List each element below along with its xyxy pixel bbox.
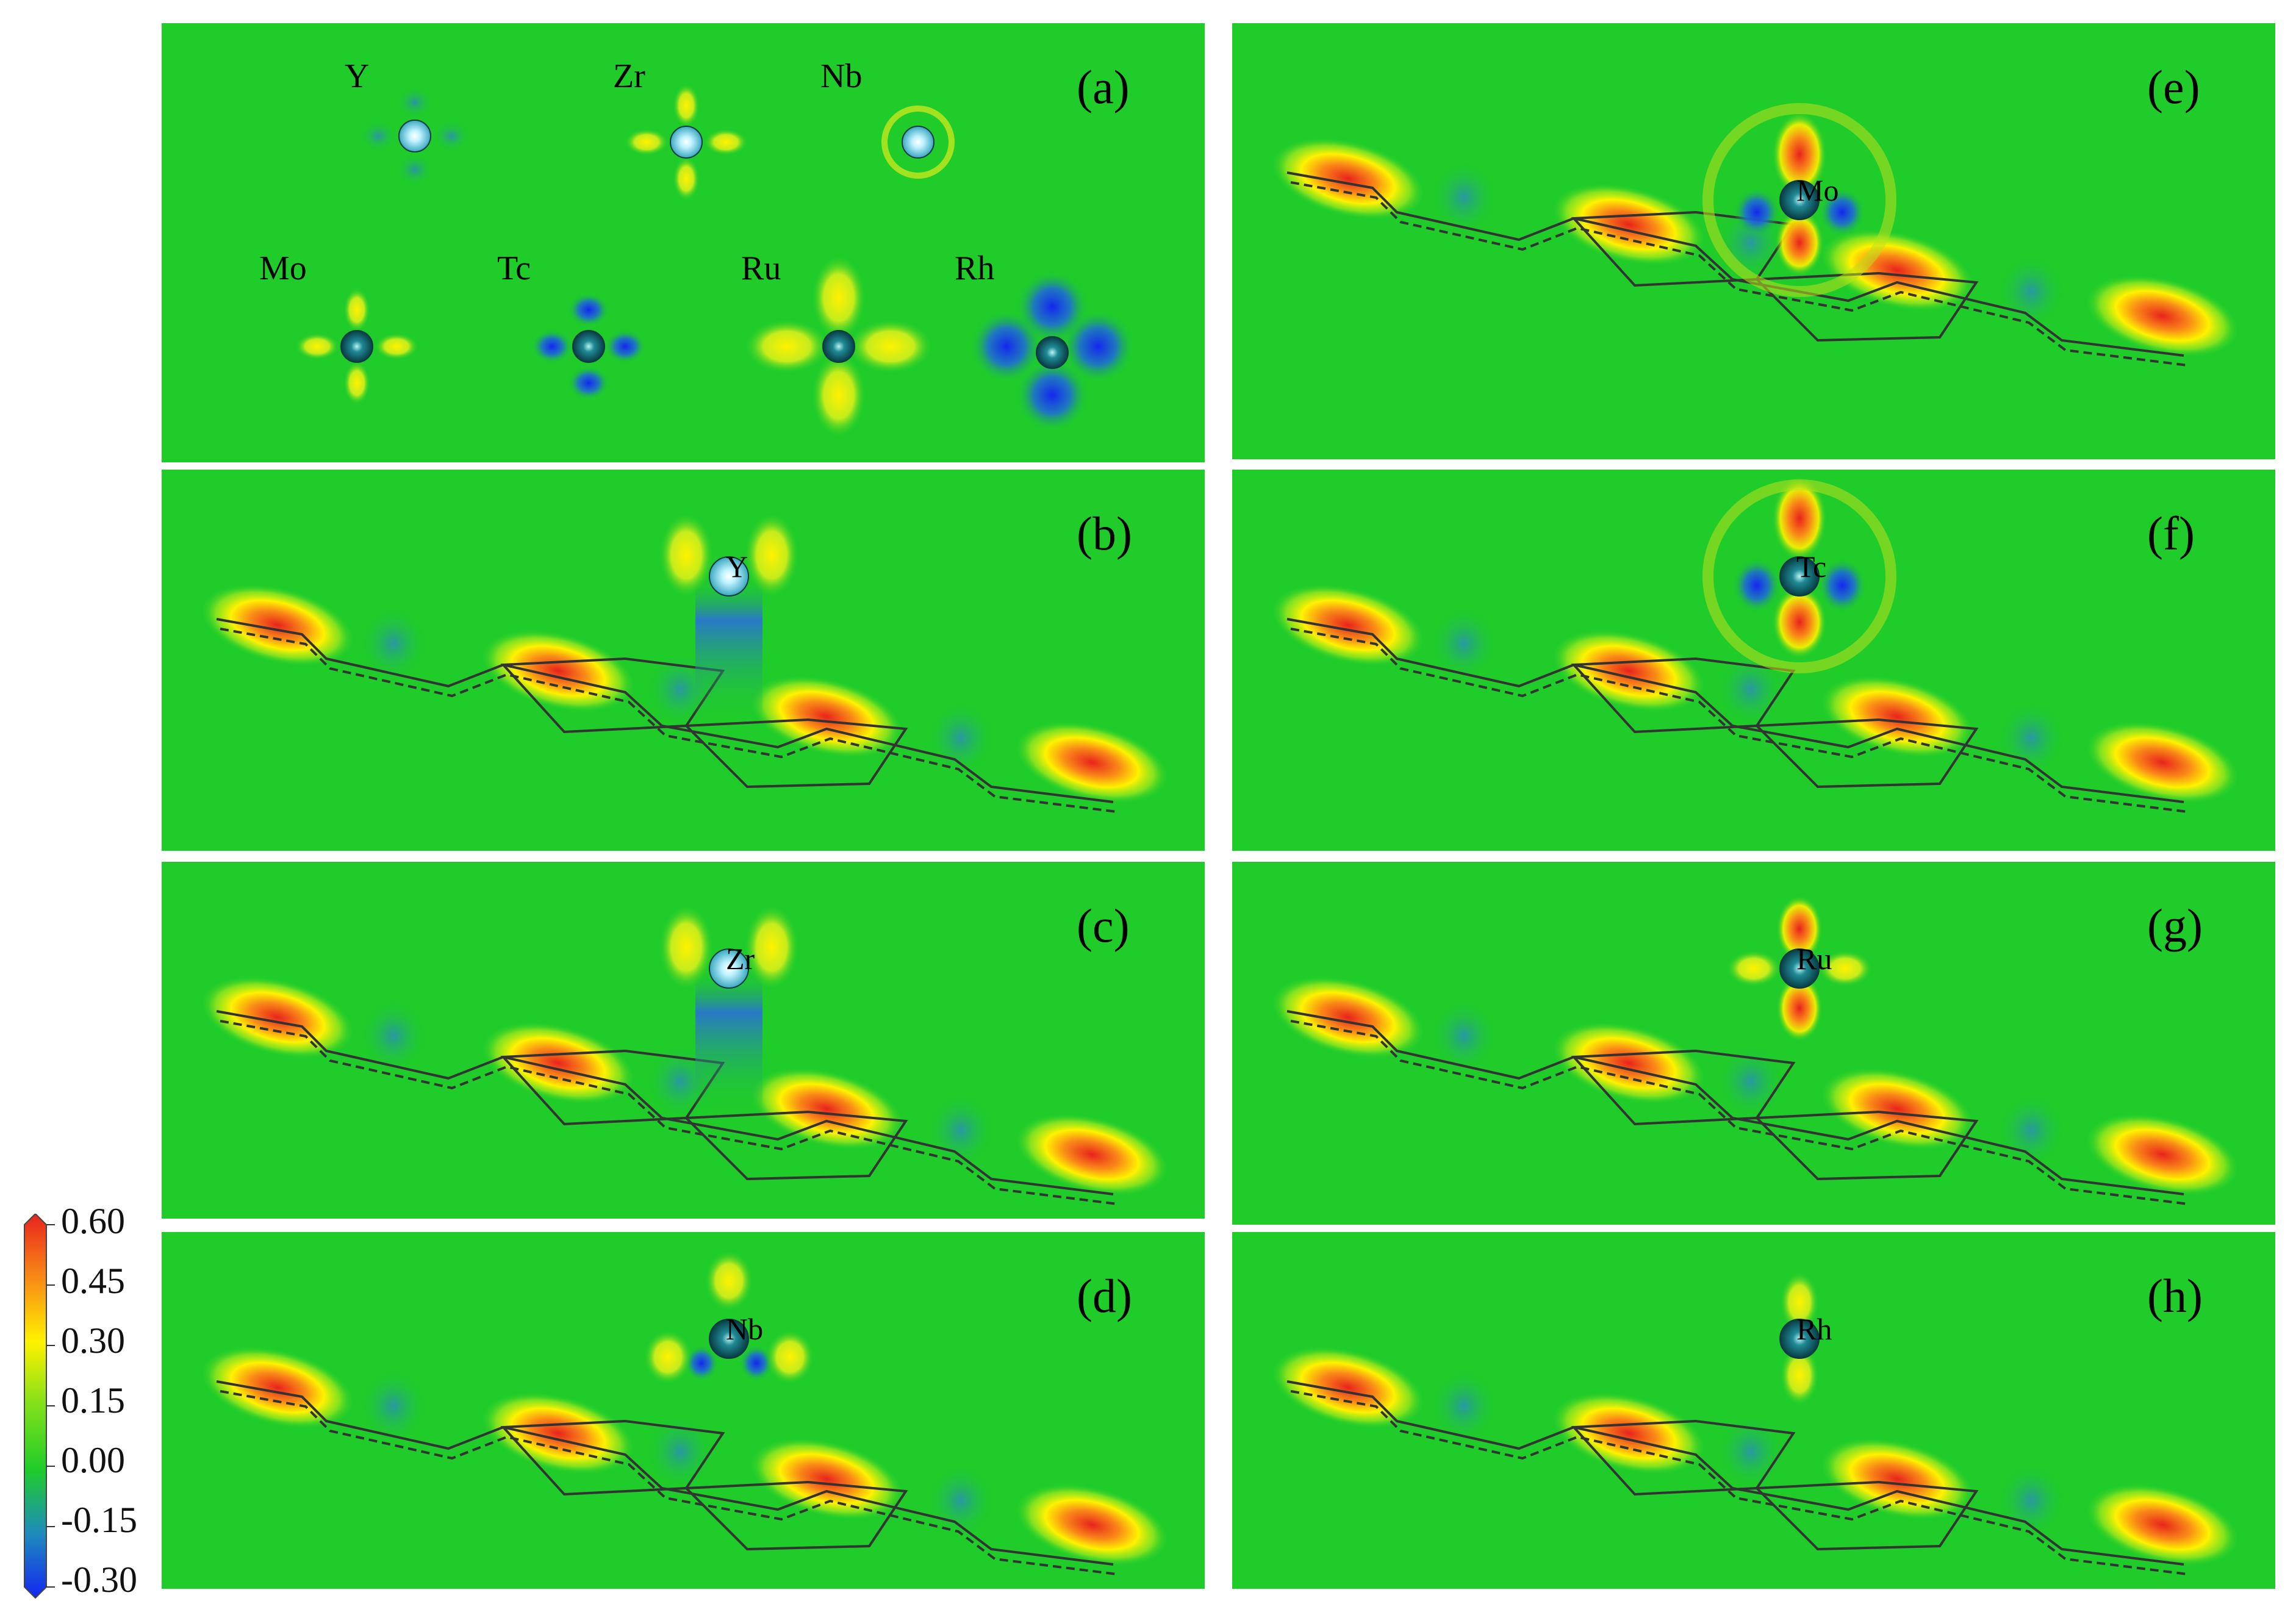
panel-b: (b) Y: [162, 470, 1205, 851]
atom-label: Y: [345, 57, 370, 95]
metal-label: Ru: [1796, 942, 1832, 976]
panel-h-plot: [1270, 1272, 2240, 1575]
panel-d: (d) Nb: [162, 1232, 1205, 1589]
atom-label: Mo: [259, 249, 307, 287]
metal-label: Mo: [1796, 173, 1839, 207]
panel-b-plot: [199, 512, 1170, 813]
metal-label: Zr: [726, 942, 755, 976]
panel-label: (c): [1077, 899, 1130, 952]
panel-label: (f): [2147, 507, 2195, 560]
panel-c: (c) Zr: [162, 862, 1205, 1219]
panel-f-plot: [1270, 476, 2240, 813]
panel-h: (h) Rh: [1232, 1232, 2275, 1589]
atom-label: Ru: [741, 249, 781, 287]
panel-e-plot: [1270, 103, 2240, 367]
panel-label: (h): [2147, 1269, 2203, 1322]
panel-g-plot: [1270, 895, 2240, 1205]
colorbar-tick: 0.60: [61, 1201, 125, 1241]
panel-a: (a) Y Zr Nb Mo Tc Ru Rh: [162, 23, 1205, 462]
atom-label: Nb: [820, 57, 863, 95]
panel-d-plot: [199, 1250, 1170, 1575]
panel-g: (g) Ru: [1232, 862, 2275, 1225]
colorbar-tick: -0.15: [61, 1500, 137, 1540]
metal-label: Rh: [1796, 1312, 1832, 1346]
panel-e: (e) Mo: [1232, 23, 2275, 459]
colorbar-tick: 0.45: [61, 1261, 125, 1301]
panel-a-plot: [295, 84, 1135, 438]
colorbar-tick: -0.30: [61, 1560, 137, 1600]
panel-c-plot: [199, 905, 1170, 1205]
colorbar-tick: 0.30: [61, 1320, 125, 1361]
panel-label: (a): [1077, 60, 1130, 113]
metal-label: Nb: [726, 1312, 764, 1346]
atom-label: Zr: [613, 57, 645, 95]
panel-f: (f) Tc: [1232, 470, 2275, 851]
panel-label: (g): [2147, 899, 2203, 952]
metal-label: Y: [726, 550, 748, 584]
panel-label: (e): [2147, 60, 2200, 113]
colorbar-tick: 0.15: [61, 1380, 125, 1420]
panel-label: (b): [1077, 507, 1132, 560]
metal-label: Tc: [1796, 550, 1827, 584]
atom-label: Rh: [955, 249, 995, 287]
colorbar-gradient: [24, 1214, 55, 1599]
atom-label: Tc: [497, 249, 531, 287]
colorbar-tick: 0.00: [61, 1440, 125, 1480]
panel-label: (d): [1077, 1269, 1132, 1322]
